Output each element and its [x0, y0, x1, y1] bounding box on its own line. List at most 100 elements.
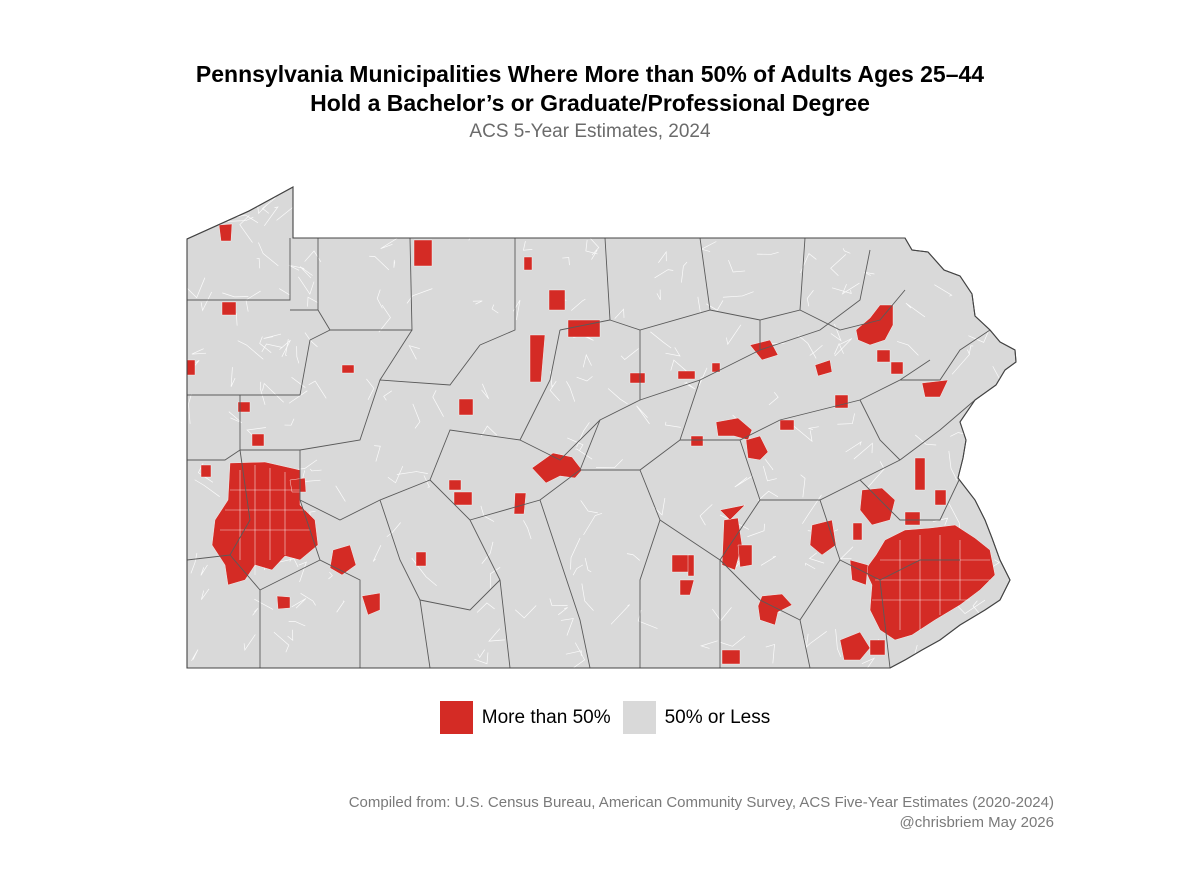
- highlighted-municipality: [876, 349, 891, 363]
- municipal-boundary-line: [802, 494, 822, 524]
- municipal-boundary-line: [310, 468, 322, 472]
- municipal-boundary-line: [948, 450, 958, 481]
- municipal-boundary-line: [263, 333, 282, 339]
- municipal-boundary-line: [700, 640, 718, 649]
- legend-swatch-more-than-50: [439, 701, 473, 734]
- highlighted-municipality: [869, 639, 886, 656]
- municipal-boundary-line: [191, 649, 199, 661]
- municipal-boundary-line: [188, 393, 192, 424]
- municipal-boundary-line: [805, 562, 816, 570]
- municipal-boundary-line: [298, 561, 307, 583]
- municipal-boundary-line: [481, 383, 489, 399]
- municipal-boundary-line: [864, 271, 875, 276]
- municipal-boundary-line: [336, 600, 345, 613]
- legend-item-more-than-50: More than 50%: [439, 701, 611, 734]
- municipal-boundary-line: [845, 441, 862, 453]
- municipal-boundary-line: [380, 237, 399, 249]
- municipal-boundary-line: [378, 304, 391, 333]
- municipal-boundary-line: [288, 390, 308, 404]
- municipal-boundary-line: [491, 304, 499, 314]
- municipal-boundary-line: [654, 269, 674, 279]
- municipal-boundary-line: [239, 215, 253, 243]
- municipal-boundary-line: [480, 425, 498, 437]
- municipal-boundary-line: [831, 287, 852, 295]
- municipal-boundary-line: [834, 342, 844, 355]
- municipal-boundary-line: [222, 292, 249, 298]
- highlighted-municipality: [529, 334, 546, 383]
- municipal-boundary-line: [800, 474, 806, 498]
- municipal-boundary-line: [575, 210, 596, 216]
- municipal-boundary-line: [258, 242, 279, 267]
- municipal-boundary-line: [328, 571, 333, 580]
- highlighted-municipality: [548, 289, 566, 311]
- municipal-boundary-line: [259, 336, 272, 353]
- highlighted-municipality: [361, 592, 381, 616]
- municipal-boundary-line: [472, 300, 483, 305]
- municipal-boundary-line: [1004, 280, 1015, 296]
- municipal-boundary-line: [722, 291, 754, 298]
- municipal-boundary-line: [950, 632, 958, 656]
- municipal-boundary-line: [261, 343, 283, 353]
- highlighted-municipality: [852, 522, 863, 541]
- highlighted-municipality: [523, 256, 533, 271]
- municipal-boundary-line: [956, 599, 986, 615]
- municipal-boundary-line: [636, 405, 650, 425]
- municipal-boundary-line: [284, 418, 295, 426]
- municipal-boundary-line: [696, 213, 703, 232]
- highlighted-municipality: [221, 301, 237, 316]
- municipal-boundary-line: [570, 298, 586, 311]
- highlighted-municipality: [849, 559, 869, 586]
- municipal-boundary-line: [764, 458, 774, 470]
- municipal-boundary-line: [951, 349, 970, 375]
- county-boundaries: [187, 237, 991, 668]
- municipal-boundary-line: [660, 207, 672, 226]
- municipal-boundary-line: [307, 296, 318, 307]
- municipal-boundary-line: [326, 191, 350, 218]
- municipal-boundary-line: [261, 197, 276, 214]
- municipal-boundary-line: [968, 330, 990, 343]
- municipal-boundary-line: [228, 411, 242, 424]
- municipal-boundary-line: [763, 465, 777, 482]
- municipal-boundary-line: [861, 204, 887, 230]
- municipal-boundary-line: [584, 557, 592, 573]
- municipal-boundary-line: [760, 187, 781, 201]
- municipal-boundary-line: [968, 345, 974, 355]
- highlighted-municipality: [218, 223, 233, 242]
- highlighted-municipality: [453, 491, 473, 506]
- legend-swatch-50-or-less: [622, 701, 656, 734]
- municipal-boundary-line: [596, 459, 623, 469]
- municipal-boundary-line: [663, 204, 674, 223]
- municipal-boundary-line: [834, 338, 853, 357]
- municipal-boundary-line: [393, 259, 396, 268]
- municipal-boundary-line: [288, 621, 306, 627]
- municipal-boundary-line: [335, 485, 346, 502]
- municipal-boundary-line: [794, 211, 812, 223]
- highlighted-municipality: [859, 487, 896, 526]
- municipal-boundary-line: [296, 346, 300, 364]
- municipal-boundary-line: [291, 377, 306, 388]
- highlighted-municipality: [629, 372, 646, 384]
- municipal-boundary-line: [566, 381, 576, 402]
- municipal-boundary-line: [576, 376, 593, 382]
- municipal-boundary-line: [550, 225, 574, 229]
- municipal-boundary-line: [246, 427, 266, 436]
- municipal-boundary-line: [997, 502, 1007, 515]
- municipal-boundary-line: [670, 359, 691, 375]
- highlighted-municipality: [200, 464, 212, 478]
- municipal-boundary-line: [256, 257, 261, 269]
- highlighted-municipality: [749, 339, 779, 361]
- municipal-boundary-line: [583, 512, 603, 536]
- municipal-boundary-line: [656, 289, 661, 300]
- municipal-boundary-line: [975, 244, 988, 266]
- municipal-boundary-line: [190, 552, 198, 574]
- municipal-boundary-line: [481, 541, 494, 564]
- municipal-boundary-line: [747, 523, 765, 538]
- map-title-line-2: Hold a Bachelor’s or Graduate/Profession…: [310, 90, 870, 116]
- municipal-boundary-line: [697, 296, 701, 313]
- municipal-boundary-line: [366, 378, 375, 400]
- municipal-boundary-line: [465, 218, 477, 241]
- highlighted-municipality: [814, 359, 833, 377]
- municipal-boundary-line: [474, 652, 489, 665]
- municipal-boundary-line: [194, 479, 220, 497]
- highlighted-municipality: [448, 479, 462, 491]
